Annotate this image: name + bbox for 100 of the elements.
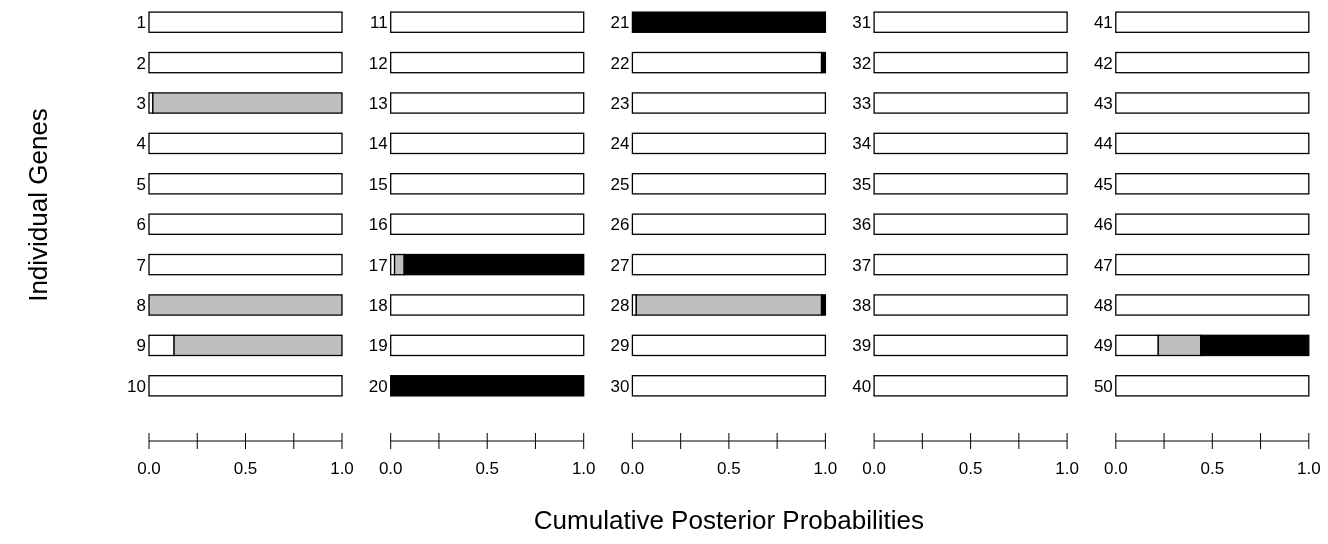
x-tick-label: 0.0 [862, 459, 886, 478]
x-tick-label: 0.0 [1103, 459, 1128, 478]
y-tick-label: 21 [610, 13, 630, 33]
bar [390, 294, 585, 316]
bar [148, 253, 343, 276]
x-tick-label: 1.0 [813, 459, 838, 478]
bar [152, 92, 343, 114]
x-tick-label: 0.5 [958, 459, 983, 478]
y-tick-label: 40 [852, 376, 872, 396]
y-tick-label: 33 [852, 93, 872, 113]
y-tick-label: 35 [852, 174, 872, 194]
y-tick-label: 49 [1093, 336, 1113, 356]
y-tick-label: 19 [368, 336, 388, 356]
bar [148, 173, 343, 195]
y-tick-label: 15 [368, 174, 388, 194]
y-tick-label: 11 [370, 13, 388, 33]
y-tick-label: 5 [136, 174, 146, 194]
x-tick-label: 0.5 [475, 459, 500, 478]
x-tick-label: 0.0 [620, 459, 645, 478]
y-tick-label: 8 [136, 295, 146, 315]
bar [148, 213, 343, 235]
x-axis-title: Cumulative Posterior Probabilities [533, 505, 924, 535]
y-tick-label: 3 [136, 93, 146, 113]
y-axis-title: Individual Genes [23, 108, 53, 302]
y-tick-label: 29 [610, 336, 630, 356]
y-tick-label: 26 [610, 215, 630, 235]
y-tick-label: 4 [136, 134, 146, 154]
y-tick-label: 31 [852, 13, 872, 33]
x-tick-label: 1.0 [1296, 459, 1321, 478]
y-tick-label: 45 [1093, 174, 1113, 194]
x-tick-label: 1.0 [571, 459, 596, 478]
y-tick-label: 25 [610, 174, 630, 194]
x-tick-label: 0.5 [717, 459, 741, 478]
y-tick-label: 48 [1093, 295, 1113, 315]
bar [631, 11, 827, 33]
bar [390, 132, 585, 155]
bar [390, 11, 585, 33]
y-tick-label: 44 [1093, 134, 1113, 154]
x-tick-label: 0.5 [1200, 459, 1225, 478]
bar [1115, 253, 1310, 276]
bar [1115, 213, 1310, 235]
y-tick-label: 14 [368, 134, 388, 154]
y-tick-label: 24 [610, 134, 630, 154]
y-tick-label: 32 [852, 53, 872, 73]
bar [148, 132, 343, 155]
bar [631, 173, 827, 195]
bar [148, 375, 343, 397]
bar [390, 334, 585, 357]
bar [148, 294, 343, 316]
x-tick-label: 0.0 [378, 459, 403, 478]
y-tick-label: 23 [610, 93, 630, 113]
y-tick-label: 42 [1093, 53, 1113, 73]
y-tick-label: 10 [127, 376, 146, 396]
x-tick-label: 0.5 [233, 459, 258, 478]
y-tick-label: 47 [1093, 255, 1113, 275]
y-tick-label: 1 [136, 13, 146, 33]
y-tick-label: 38 [852, 295, 872, 315]
bar [390, 173, 585, 195]
bar [390, 213, 585, 235]
y-tick-label: 46 [1093, 215, 1113, 235]
y-tick-label: 6 [136, 215, 146, 235]
bar [390, 92, 585, 114]
y-tick-label: 16 [368, 215, 388, 235]
bar [1115, 375, 1310, 397]
y-tick-label: 22 [610, 53, 630, 73]
bar [1115, 294, 1310, 316]
y-tick-label: 50 [1093, 376, 1113, 396]
y-tick-label: 34 [852, 134, 872, 154]
bar [631, 132, 827, 155]
y-tick-label: 13 [368, 93, 388, 113]
bar [631, 51, 823, 74]
bar [631, 375, 827, 397]
y-tick-label: 2 [136, 53, 146, 73]
y-tick-label: 30 [610, 376, 630, 396]
bar [635, 294, 823, 316]
bar [631, 213, 827, 235]
y-tick-label: 20 [368, 376, 388, 396]
x-tick-label: 1.0 [1055, 459, 1079, 478]
bar [1115, 132, 1310, 155]
y-tick-label: 12 [368, 53, 388, 73]
bar [631, 334, 827, 357]
bar [1115, 51, 1310, 74]
bar [148, 11, 343, 33]
y-tick-label: 43 [1093, 93, 1113, 113]
y-tick-label: 28 [610, 295, 630, 315]
y-tick-label: 7 [136, 255, 146, 275]
x-tick-label: 1.0 [330, 459, 354, 478]
y-tick-label: 17 [368, 255, 388, 275]
y-tick-label: 18 [368, 295, 388, 315]
bar [390, 375, 585, 397]
bar [148, 51, 343, 74]
y-tick-label: 37 [852, 255, 872, 275]
bar [1115, 11, 1310, 33]
y-tick-label: 36 [852, 215, 872, 235]
bar [1115, 92, 1310, 114]
bar [631, 253, 827, 276]
y-tick-label: 9 [136, 336, 146, 356]
y-tick-label: 39 [852, 336, 872, 356]
y-tick-label: 41 [1093, 13, 1113, 33]
y-tick-label: 27 [610, 255, 630, 275]
